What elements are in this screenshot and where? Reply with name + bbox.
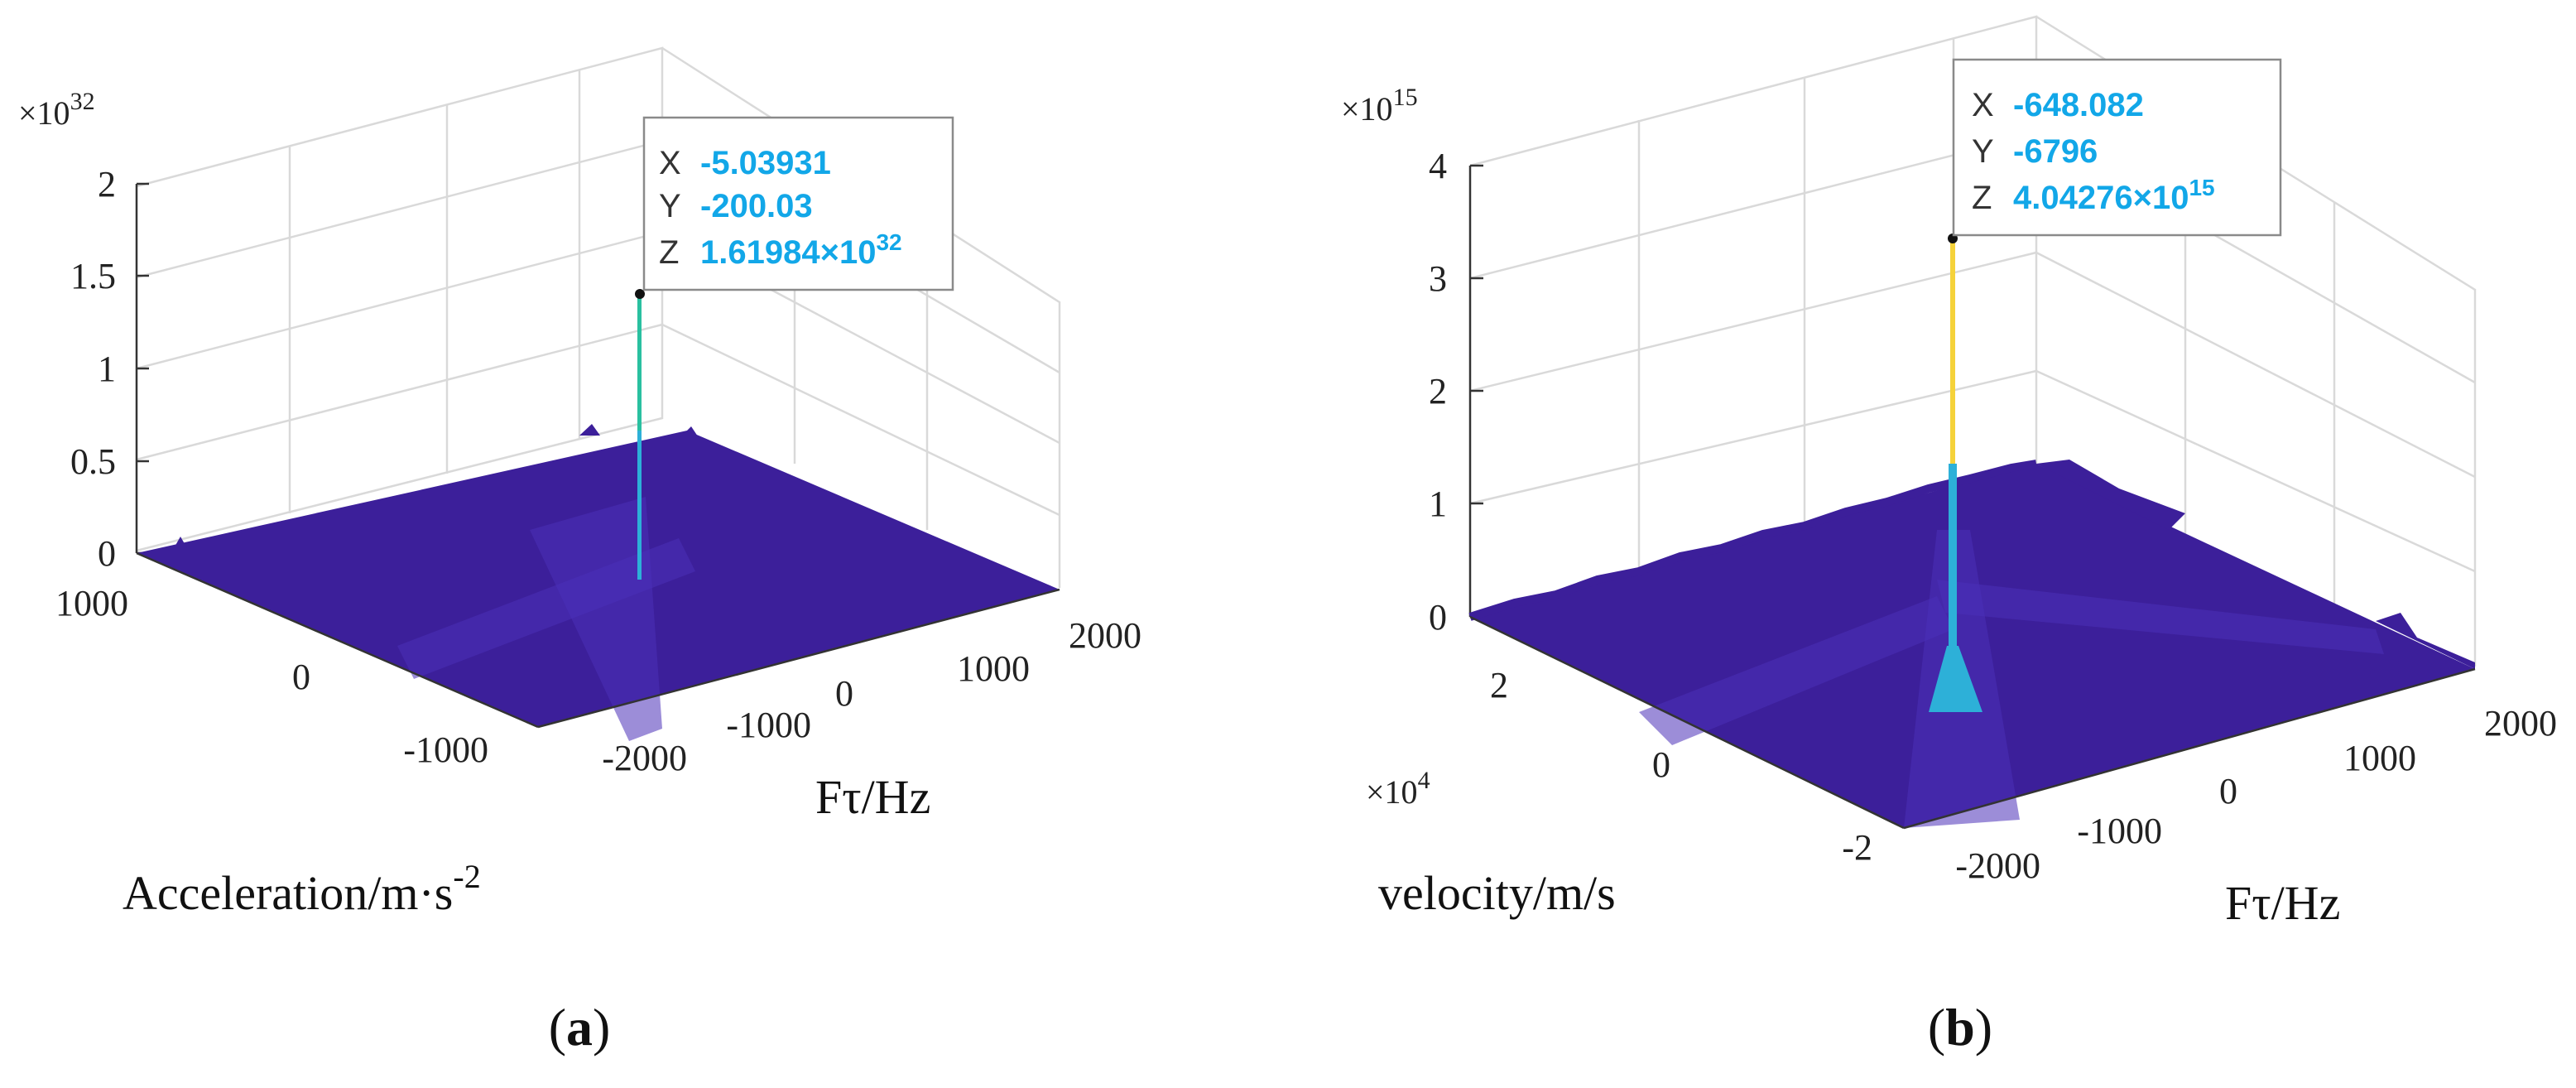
datatip-z-value: 4.04276×1015 [2013,175,2215,216]
x-tick-label: 0 [2219,771,2237,811]
panel-a-z-axis: 2 1.5 1 0.5 0 ×1032 [18,88,149,574]
datatip-y-value: -6796 [2013,133,2098,170]
x-axis-label: Fτ/Hz [815,770,930,824]
z-tick-label: 1.5 [70,256,116,296]
x-tick-label: -2000 [602,738,687,778]
x-tick-label: 1000 [2343,738,2416,778]
panel-b-base-axes: 2 0 -2 ×104 -2000 -1000 0 1000 2000 [1366,615,2557,886]
x-tick-label: 1000 [957,648,1030,689]
datatip-x-value: -648.082 [2013,87,2144,123]
x-tick-label: 2000 [1069,615,1141,656]
y-tick-label: 0 [292,657,310,697]
panel-b: 4 3 2 1 0 ×1015 2 [1341,15,2557,1057]
peak-mark [1950,242,1955,464]
z-tick-label: 0 [1429,597,1447,638]
datatip-z-key: Z [1972,180,1992,216]
peak-marker[interactable] [635,289,645,299]
x-tick-label: 2000 [2484,703,2557,744]
datatip-x-key: X [1972,87,1994,123]
datatip-y-key: Y [659,188,681,224]
datatip-z-value: 1.61984×1032 [700,229,902,271]
datatip-y-value: -200.03 [700,188,813,224]
peak-mark [1929,646,1982,712]
panel-b-surface [1468,460,2475,828]
y-axis-label: Acceleration/m·s-2 [123,858,481,920]
x-tick-label: -1000 [2077,811,2162,851]
panel-b-caption: (b) [1928,998,1992,1057]
datatip-z-key: Z [659,234,679,271]
datatip-x-key: X [659,145,681,181]
panel-b-z-axis: 4 3 2 1 0 ×1015 [1341,84,1483,638]
x-tick-label: 0 [835,673,853,714]
z-tick-label: 1 [1429,484,1447,524]
y-tick-label: -2 [1842,827,1872,868]
y-axis-label: velocity/m/s [1378,866,1616,920]
panel-a-surface [137,424,1060,741]
z-multiplier: ×1015 [1341,84,1418,128]
peak-mark [1949,464,1957,646]
z-multiplier: ×1032 [18,88,95,132]
panel-b-datatip[interactable]: X -648.082 Y -6796 Z 4.04276×1015 [1952,58,2282,237]
panel-a-base-axes: 1000 0 -1000 -2000 -1000 0 1000 2000 [55,551,1141,778]
panel-a-caption: (a) [549,998,611,1057]
x-axis-label: Fτ/Hz [2225,876,2340,930]
z-tick-label: 0 [98,533,116,574]
y-tick-label: -1000 [403,729,488,770]
panel-a-peak [635,289,645,580]
panel-a: 2 1.5 1 0.5 0 ×1032 [18,46,1141,1057]
y-tick-label: 2 [1490,665,1508,705]
datatip-x-value: -5.03931 [700,145,831,181]
x-tick-label: -2000 [1955,845,2040,886]
z-tick-label: 2 [1429,371,1447,412]
z-tick-label: 2 [98,164,116,205]
y-tick-label: 1000 [55,583,128,623]
z-tick-label: 4 [1429,146,1447,186]
y-tick-label: 0 [1652,744,1670,785]
x-tick-label: -1000 [726,705,811,745]
z-tick-label: 0.5 [70,441,116,482]
y-multiplier: ×104 [1366,767,1430,811]
z-tick-label: 1 [98,349,116,389]
panel-a-datatip[interactable]: X -5.03931 Y -200.03 Z 1.61984×1032 [642,116,954,291]
peak-mark [637,298,642,431]
peak-mark [637,431,642,580]
datatip-y-key: Y [1972,133,1994,170]
z-tick-label: 3 [1429,258,1447,299]
